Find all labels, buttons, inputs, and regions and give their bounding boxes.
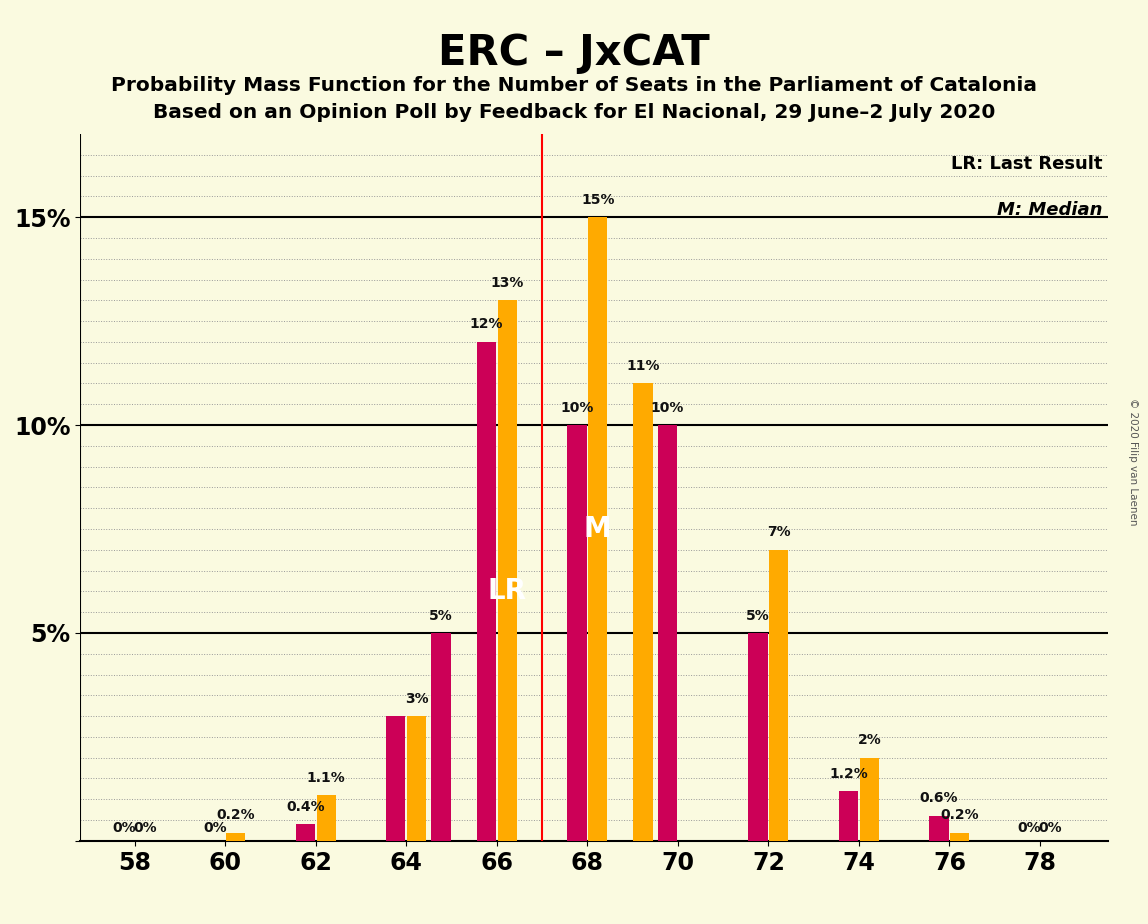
- Bar: [634, 383, 652, 841]
- Text: M: M: [584, 515, 612, 543]
- Text: 10%: 10%: [560, 401, 594, 415]
- Text: 7%: 7%: [767, 526, 791, 540]
- Bar: [930, 816, 948, 841]
- Text: LR: LR: [488, 578, 527, 605]
- Text: 0.2%: 0.2%: [216, 808, 255, 822]
- Text: 3%: 3%: [405, 692, 428, 706]
- Text: 0%: 0%: [1039, 821, 1062, 834]
- Text: M: Median: M: Median: [998, 201, 1103, 219]
- Bar: [296, 824, 315, 841]
- Text: 1.2%: 1.2%: [829, 767, 868, 781]
- Bar: [408, 716, 426, 841]
- Text: 12%: 12%: [470, 318, 503, 332]
- Text: Probability Mass Function for the Number of Seats in the Parliament of Catalonia: Probability Mass Function for the Number…: [111, 76, 1037, 95]
- Text: 0%: 0%: [113, 821, 137, 834]
- Text: © 2020 Filip van Laenen: © 2020 Filip van Laenen: [1128, 398, 1138, 526]
- Bar: [588, 217, 607, 841]
- Bar: [497, 300, 517, 841]
- Bar: [476, 342, 496, 841]
- Bar: [860, 758, 879, 841]
- Bar: [658, 425, 677, 841]
- Bar: [226, 833, 246, 841]
- Text: 1.1%: 1.1%: [307, 771, 346, 784]
- Bar: [951, 833, 969, 841]
- Text: 0%: 0%: [1018, 821, 1041, 834]
- Bar: [386, 716, 405, 841]
- Text: 10%: 10%: [651, 401, 684, 415]
- Bar: [567, 425, 587, 841]
- Text: 0.6%: 0.6%: [920, 792, 959, 806]
- Text: 5%: 5%: [429, 609, 453, 623]
- Text: 15%: 15%: [581, 193, 614, 207]
- Text: 0%: 0%: [133, 821, 157, 834]
- Bar: [748, 633, 768, 841]
- Text: 2%: 2%: [858, 734, 882, 748]
- Text: 13%: 13%: [490, 276, 523, 290]
- Text: 0%: 0%: [203, 821, 226, 834]
- Text: 11%: 11%: [626, 359, 660, 373]
- Bar: [317, 795, 335, 841]
- Bar: [769, 550, 789, 841]
- Bar: [839, 791, 858, 841]
- Bar: [432, 633, 451, 841]
- Text: LR: Last Result: LR: Last Result: [952, 155, 1103, 173]
- Text: ERC – JxCAT: ERC – JxCAT: [439, 32, 709, 74]
- Text: 5%: 5%: [746, 609, 770, 623]
- Text: 0.4%: 0.4%: [286, 800, 325, 814]
- Text: 0.2%: 0.2%: [940, 808, 979, 822]
- Text: Based on an Opinion Poll by Feedback for El Nacional, 29 June–2 July 2020: Based on an Opinion Poll by Feedback for…: [153, 103, 995, 123]
